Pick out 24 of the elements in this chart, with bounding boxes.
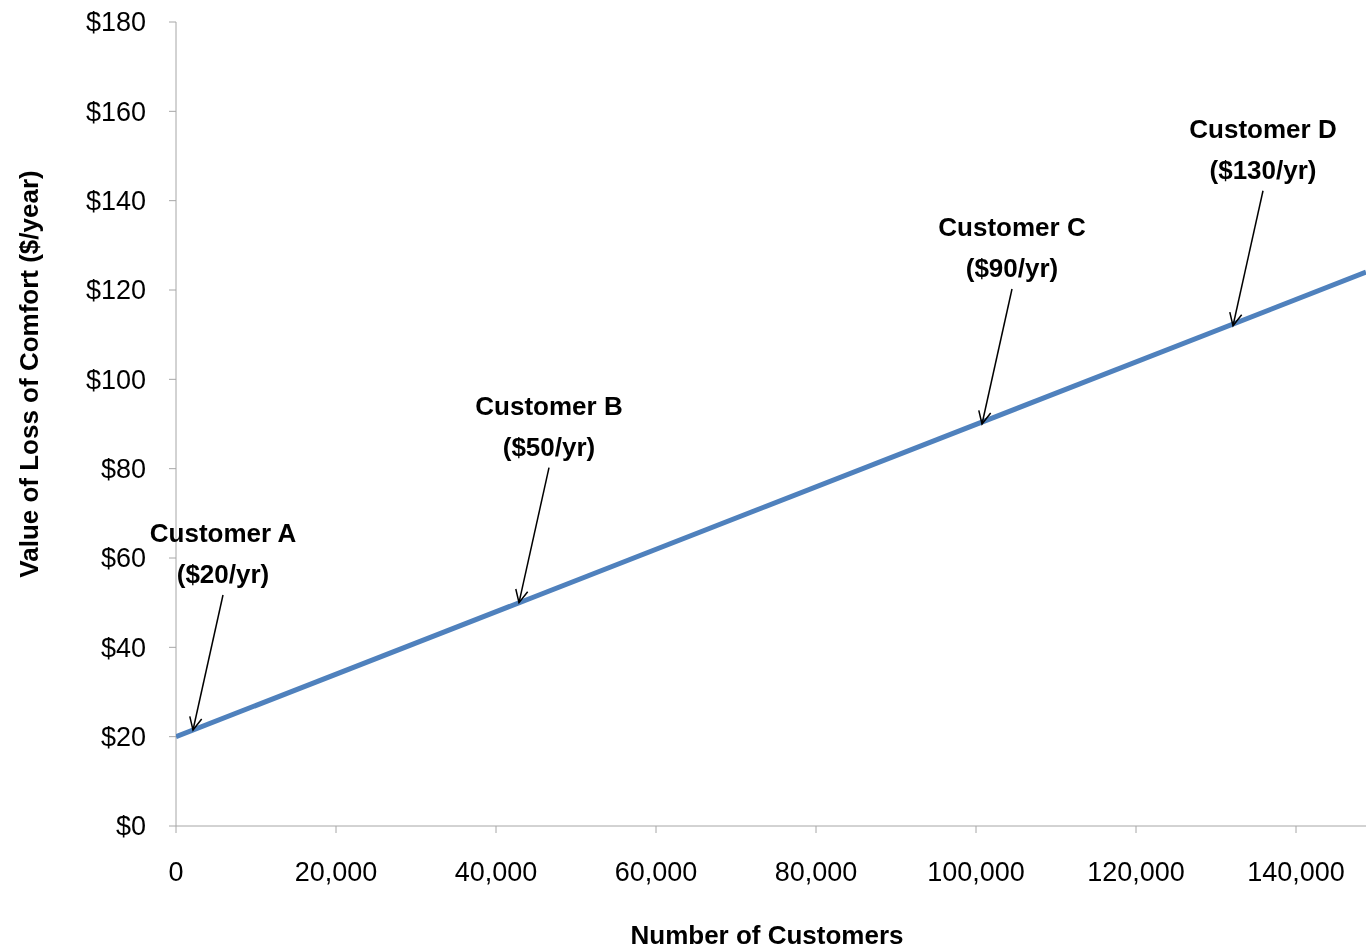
x-tick-label: 80,000: [774, 857, 858, 887]
x-axis-title: Number of Customers: [630, 920, 904, 949]
x-tick-label: 100,000: [927, 857, 1025, 887]
x-tick-label: 40,000: [454, 857, 538, 887]
x-tick-label: 140,000: [1247, 857, 1345, 887]
y-tick-label: $100: [85, 364, 146, 395]
y-tick-label: $0: [115, 811, 146, 842]
y-tick-label: $120: [85, 275, 146, 306]
y-tick-label: $20: [100, 722, 146, 753]
x-tick-label: 60,000: [614, 857, 698, 887]
y-tick-label: $140: [85, 186, 146, 217]
y-axis-title: Value of Loss of Comfort ($/year): [14, 170, 44, 578]
x-tick-label: 120,000: [1087, 857, 1185, 887]
annotation: Customer D ($130/yr): [1189, 113, 1337, 185]
y-tick-label: $160: [85, 96, 146, 127]
annotation: Customer B ($50/yr): [475, 390, 623, 462]
annotation: Customer C ($90/yr): [938, 212, 1086, 283]
y-tick-label: $60: [100, 543, 146, 574]
y-tick-label: $180: [85, 7, 146, 38]
x-tick-label: 0: [168, 857, 184, 887]
y-tick-label: $40: [100, 632, 146, 663]
x-tick-label: 20,000: [294, 857, 378, 887]
y-tick-label: $80: [100, 454, 146, 485]
annotation: Customer A ($20/yr): [149, 517, 297, 589]
